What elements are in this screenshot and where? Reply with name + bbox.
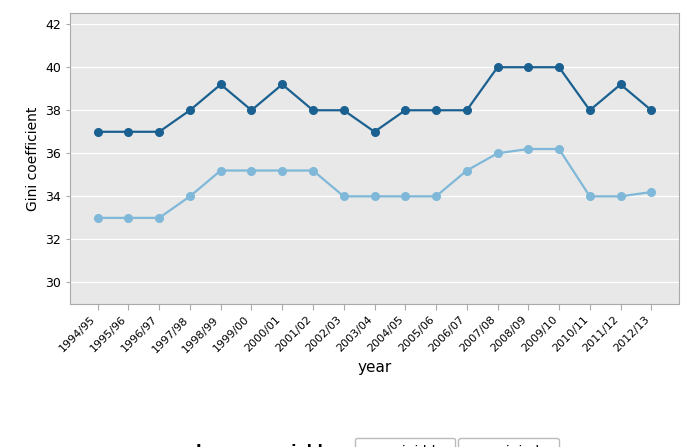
Y-axis label: Gini coefficient: Gini coefficient xyxy=(25,106,39,211)
X-axis label: year: year xyxy=(358,360,391,375)
Legend: gini.ahc: gini.ahc xyxy=(458,438,559,447)
